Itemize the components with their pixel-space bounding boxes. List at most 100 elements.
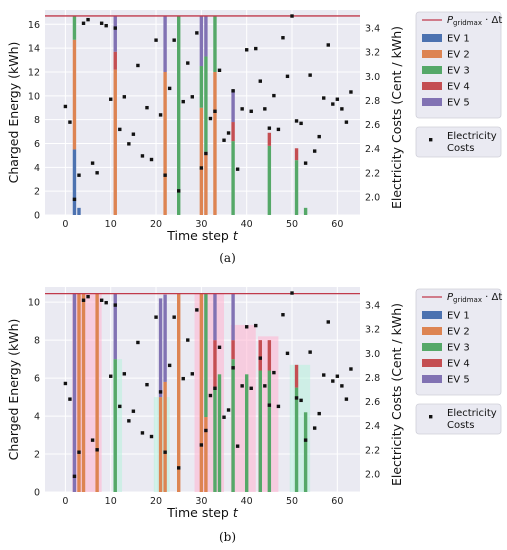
x-tick-label: 60 [331, 219, 343, 230]
cost-marker [72, 197, 77, 202]
y-right-tick-label: 2.0 [365, 469, 380, 480]
bar-segment-ev4 [267, 340, 272, 371]
bars-b [72, 293, 308, 492]
cost-marker [127, 142, 131, 146]
y-right-tick-label: 3.2 [365, 325, 380, 336]
y-tick-label: 10 [28, 91, 40, 102]
cost-marker [95, 448, 99, 452]
legend-swatch-ev1 [422, 311, 442, 319]
bar-segment-ev1 [77, 207, 81, 215]
cost-marker [131, 132, 136, 136]
caption-a: (a) [219, 251, 236, 265]
cost-markers-b [63, 291, 353, 479]
bar-segment-ev3 [213, 387, 217, 492]
y-axis-label-b: Charged Energy (kWh) [6, 319, 21, 461]
bar-segment-ev5 [213, 293, 217, 341]
cost-marker [118, 127, 122, 132]
cost-marker [340, 384, 344, 388]
y-axis-label-a: Charged Energy (kWh) [6, 42, 21, 184]
legend-b: Pgridmax · Δt EV 1 EV 2 EV 3 EV 4 EV 5 Electri… [415, 288, 502, 435]
legend-label-ev3: EV 3 [447, 66, 470, 77]
cost-marker [167, 86, 172, 91]
cost-marker [303, 161, 308, 165]
x-tick-label: 0 [62, 219, 68, 230]
cost-marker [326, 320, 330, 324]
cost-marker [340, 107, 344, 111]
bar-segment-ev5 [72, 293, 77, 492]
y-axis-label-right-b: Electricity Costs (Cent / kWh) [389, 303, 404, 486]
cost-marker [68, 120, 72, 124]
bar-segment-ev5 [113, 293, 117, 360]
y-tick-label: 8 [34, 115, 40, 126]
cost-marker [77, 450, 81, 454]
cost-marker [109, 97, 113, 101]
x-tick-label: 20 [150, 219, 162, 230]
bar-segment-ev3 [72, 15, 77, 40]
cost-marker [204, 428, 208, 433]
cost-marker [172, 38, 176, 42]
cost-markers-a [63, 14, 353, 202]
x-axis-label-b: Time step t [166, 505, 239, 520]
cost-marker [254, 46, 258, 51]
y-axis-label-right-a: Electricity Costs (Cent / kWh) [389, 26, 404, 209]
legend-swatch-ev2 [422, 327, 442, 335]
bar-segment-ev2 [113, 69, 117, 216]
cost-marker [190, 372, 195, 376]
cost-marker [172, 315, 176, 319]
bar-segment-ev4 [113, 51, 117, 70]
y-tick-label: 8 [34, 336, 40, 347]
cost-marker [249, 386, 253, 390]
legend-swatch-ev1 [422, 34, 442, 42]
y-tick-label: 14 [28, 44, 40, 55]
y-right-tick-label: 2.2 [365, 445, 380, 456]
bar-segment-ev4 [294, 364, 299, 388]
legend-swatch-ev3 [422, 66, 442, 74]
legend-label-ev4: EV 4 [447, 82, 470, 93]
bar-segment-ev2 [204, 151, 208, 215]
bar-segment-ev3 [267, 145, 272, 215]
bar-segment-ev2 [95, 293, 99, 492]
bar-segment-ev3 [231, 359, 235, 492]
cost-marker [263, 107, 267, 111]
cost-marker [226, 131, 231, 135]
cost-marker [81, 298, 86, 302]
cost-marker [322, 96, 326, 100]
y-right-tick-label: 2.8 [365, 96, 380, 107]
x-tick-label: 20 [150, 496, 162, 507]
cost-marker [158, 390, 163, 394]
bar-segment-ev2 [204, 417, 208, 492]
bar-segment-ev5 [204, 15, 208, 57]
cost-marker [140, 154, 145, 158]
cost-marker [208, 116, 213, 121]
cost-marker [217, 68, 222, 72]
bar-segment-ev5 [163, 294, 167, 382]
bar-segment-ev3 [213, 15, 217, 72]
cost-marker [72, 474, 77, 479]
x-tick-label: 40 [241, 219, 253, 230]
cost-marker [267, 126, 272, 130]
x-tick-label: 10 [105, 219, 117, 230]
bar-segment-ev2 [163, 71, 167, 215]
y-right-tick-label: 2.2 [365, 168, 380, 179]
cost-marker [231, 366, 235, 370]
cost-marker [335, 97, 340, 101]
cost-marker [154, 315, 158, 319]
cost-marker [290, 291, 294, 295]
cost-marker [86, 294, 90, 299]
cost-marker [317, 134, 321, 139]
bar-segment-ev3 [303, 412, 308, 492]
y-tick-label: 10 [28, 298, 40, 309]
cost-marker [267, 403, 272, 407]
cost-marker [145, 105, 149, 110]
cost-marker [344, 397, 349, 401]
cost-marker [63, 381, 68, 386]
cost-marker [90, 438, 95, 442]
bar-segment-ev3 [303, 207, 308, 215]
cost-marker [276, 127, 281, 132]
y-right-tick-label: 3.0 [365, 349, 380, 360]
cost-marker [272, 93, 276, 98]
cost-marker [258, 356, 262, 360]
cost-marker [217, 345, 222, 349]
cost-marker [213, 109, 217, 113]
cost-marker [145, 382, 149, 387]
